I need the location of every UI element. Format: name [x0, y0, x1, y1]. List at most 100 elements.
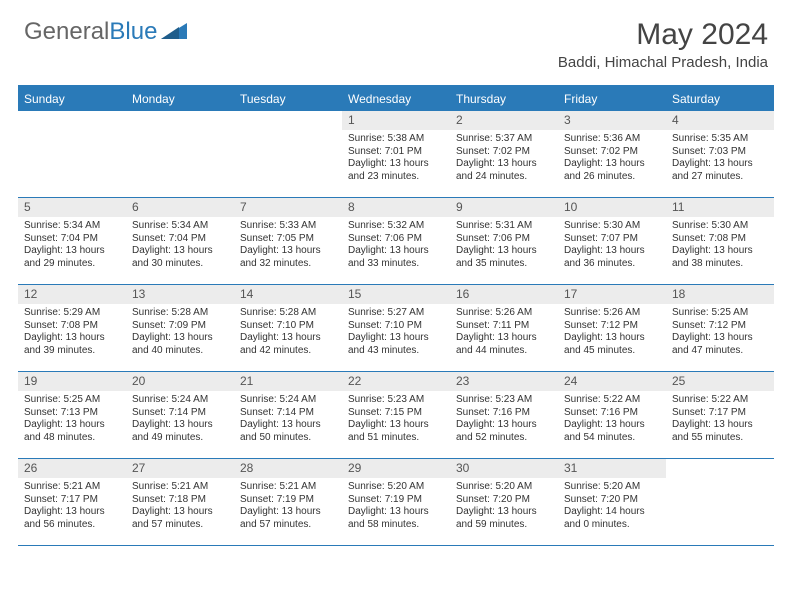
day-cell: 25Sunrise: 5:22 AMSunset: 7:17 PMDayligh…: [666, 372, 774, 458]
logo-triangle-icon: [161, 18, 187, 46]
sunrise-text: Sunrise: 5:24 AM: [240, 394, 336, 407]
daylight-text: Daylight: 13 hours and 43 minutes.: [348, 332, 444, 357]
daylight-text: Daylight: 13 hours and 23 minutes.: [348, 158, 444, 183]
daylight-text: Daylight: 13 hours and 26 minutes.: [564, 158, 660, 183]
daylight-text: Daylight: 13 hours and 47 minutes.: [672, 332, 768, 357]
sunset-text: Sunset: 7:06 PM: [456, 233, 552, 246]
day-cell: 9Sunrise: 5:31 AMSunset: 7:06 PMDaylight…: [450, 198, 558, 284]
day-header: Tuesday: [234, 87, 342, 111]
daylight-text: Daylight: 13 hours and 48 minutes.: [24, 419, 120, 444]
day-cell: 14Sunrise: 5:28 AMSunset: 7:10 PMDayligh…: [234, 285, 342, 371]
day-number: 25: [666, 372, 774, 391]
week-row: ...1Sunrise: 5:38 AMSunset: 7:01 PMDayli…: [18, 111, 774, 198]
day-details: Sunrise: 5:20 AMSunset: 7:20 PMDaylight:…: [558, 478, 666, 535]
day-cell: 13Sunrise: 5:28 AMSunset: 7:09 PMDayligh…: [126, 285, 234, 371]
day-details: Sunrise: 5:27 AMSunset: 7:10 PMDaylight:…: [342, 304, 450, 361]
sunrise-text: Sunrise: 5:38 AM: [348, 133, 444, 146]
day-cell: 28Sunrise: 5:21 AMSunset: 7:19 PMDayligh…: [234, 459, 342, 545]
day-cell: 21Sunrise: 5:24 AMSunset: 7:14 PMDayligh…: [234, 372, 342, 458]
day-details: Sunrise: 5:22 AMSunset: 7:16 PMDaylight:…: [558, 391, 666, 448]
day-number: 4: [666, 111, 774, 130]
day-cell: .: [666, 459, 774, 545]
sunrise-text: Sunrise: 5:30 AM: [564, 220, 660, 233]
day-number: 24: [558, 372, 666, 391]
day-cell: 30Sunrise: 5:20 AMSunset: 7:20 PMDayligh…: [450, 459, 558, 545]
daylight-text: Daylight: 13 hours and 59 minutes.: [456, 506, 552, 531]
sunrise-text: Sunrise: 5:20 AM: [456, 481, 552, 494]
day-number: 26: [18, 459, 126, 478]
day-number: 9: [450, 198, 558, 217]
week-row: 19Sunrise: 5:25 AMSunset: 7:13 PMDayligh…: [18, 372, 774, 459]
day-details: Sunrise: 5:33 AMSunset: 7:05 PMDaylight:…: [234, 217, 342, 274]
day-details: Sunrise: 5:34 AMSunset: 7:04 PMDaylight:…: [18, 217, 126, 274]
daylight-text: Daylight: 13 hours and 39 minutes.: [24, 332, 120, 357]
sunset-text: Sunset: 7:07 PM: [564, 233, 660, 246]
header: GeneralBlue May 2024 Baddi, Himachal Pra…: [0, 0, 792, 77]
sunrise-text: Sunrise: 5:25 AM: [672, 307, 768, 320]
sunrise-text: Sunrise: 5:21 AM: [132, 481, 228, 494]
sunset-text: Sunset: 7:19 PM: [240, 494, 336, 507]
day-number: 13: [126, 285, 234, 304]
day-number: 6: [126, 198, 234, 217]
day-header: Saturday: [666, 87, 774, 111]
sunset-text: Sunset: 7:05 PM: [240, 233, 336, 246]
sunrise-text: Sunrise: 5:20 AM: [564, 481, 660, 494]
day-details: Sunrise: 5:23 AMSunset: 7:15 PMDaylight:…: [342, 391, 450, 448]
day-header: Sunday: [18, 87, 126, 111]
daylight-text: Daylight: 13 hours and 40 minutes.: [132, 332, 228, 357]
daylight-text: Daylight: 13 hours and 55 minutes.: [672, 419, 768, 444]
sunrise-text: Sunrise: 5:26 AM: [564, 307, 660, 320]
day-details: Sunrise: 5:26 AMSunset: 7:11 PMDaylight:…: [450, 304, 558, 361]
sunset-text: Sunset: 7:19 PM: [348, 494, 444, 507]
sunset-text: Sunset: 7:02 PM: [564, 146, 660, 159]
daylight-text: Daylight: 13 hours and 29 minutes.: [24, 245, 120, 270]
day-cell: 4Sunrise: 5:35 AMSunset: 7:03 PMDaylight…: [666, 111, 774, 197]
day-number: 15: [342, 285, 450, 304]
location-label: Baddi, Himachal Pradesh, India: [558, 54, 768, 71]
day-number: 10: [558, 198, 666, 217]
day-cell: 29Sunrise: 5:20 AMSunset: 7:19 PMDayligh…: [342, 459, 450, 545]
day-number: 2: [450, 111, 558, 130]
day-details: Sunrise: 5:38 AMSunset: 7:01 PMDaylight:…: [342, 130, 450, 187]
day-details: Sunrise: 5:20 AMSunset: 7:20 PMDaylight:…: [450, 478, 558, 535]
daylight-text: Daylight: 13 hours and 57 minutes.: [240, 506, 336, 531]
day-number: 7: [234, 198, 342, 217]
day-number: 20: [126, 372, 234, 391]
day-cell: 3Sunrise: 5:36 AMSunset: 7:02 PMDaylight…: [558, 111, 666, 197]
sunset-text: Sunset: 7:20 PM: [456, 494, 552, 507]
sunset-text: Sunset: 7:09 PM: [132, 320, 228, 333]
day-number: 30: [450, 459, 558, 478]
day-details: Sunrise: 5:25 AMSunset: 7:13 PMDaylight:…: [18, 391, 126, 448]
day-cell: 15Sunrise: 5:27 AMSunset: 7:10 PMDayligh…: [342, 285, 450, 371]
day-details: Sunrise: 5:30 AMSunset: 7:07 PMDaylight:…: [558, 217, 666, 274]
week-row: 12Sunrise: 5:29 AMSunset: 7:08 PMDayligh…: [18, 285, 774, 372]
sunset-text: Sunset: 7:10 PM: [240, 320, 336, 333]
day-cell: 24Sunrise: 5:22 AMSunset: 7:16 PMDayligh…: [558, 372, 666, 458]
day-details: Sunrise: 5:31 AMSunset: 7:06 PMDaylight:…: [450, 217, 558, 274]
daylight-text: Daylight: 13 hours and 50 minutes.: [240, 419, 336, 444]
sunrise-text: Sunrise: 5:26 AM: [456, 307, 552, 320]
day-number: 22: [342, 372, 450, 391]
day-number: 14: [234, 285, 342, 304]
day-number: 31: [558, 459, 666, 478]
daylight-text: Daylight: 13 hours and 44 minutes.: [456, 332, 552, 357]
sunset-text: Sunset: 7:20 PM: [564, 494, 660, 507]
sunset-text: Sunset: 7:03 PM: [672, 146, 768, 159]
daylight-text: Daylight: 13 hours and 24 minutes.: [456, 158, 552, 183]
sunrise-text: Sunrise: 5:20 AM: [348, 481, 444, 494]
daylight-text: Daylight: 13 hours and 49 minutes.: [132, 419, 228, 444]
sunset-text: Sunset: 7:04 PM: [24, 233, 120, 246]
sunrise-text: Sunrise: 5:27 AM: [348, 307, 444, 320]
sunrise-text: Sunrise: 5:29 AM: [24, 307, 120, 320]
day-number: 1: [342, 111, 450, 130]
daylight-text: Daylight: 13 hours and 27 minutes.: [672, 158, 768, 183]
daylight-text: Daylight: 13 hours and 32 minutes.: [240, 245, 336, 270]
calendar-grid: ...1Sunrise: 5:38 AMSunset: 7:01 PMDayli…: [18, 111, 774, 546]
sunrise-text: Sunrise: 5:34 AM: [132, 220, 228, 233]
day-details: Sunrise: 5:21 AMSunset: 7:18 PMDaylight:…: [126, 478, 234, 535]
sunset-text: Sunset: 7:17 PM: [24, 494, 120, 507]
day-number: 19: [18, 372, 126, 391]
day-cell: 22Sunrise: 5:23 AMSunset: 7:15 PMDayligh…: [342, 372, 450, 458]
month-title: May 2024: [558, 18, 768, 52]
day-cell: 16Sunrise: 5:26 AMSunset: 7:11 PMDayligh…: [450, 285, 558, 371]
